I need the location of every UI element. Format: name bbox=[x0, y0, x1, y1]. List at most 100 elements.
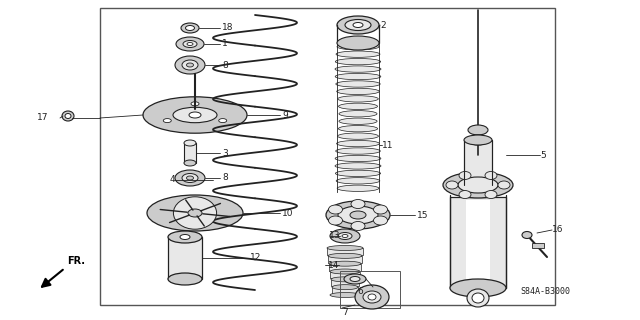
Ellipse shape bbox=[184, 140, 196, 146]
Text: 1: 1 bbox=[222, 39, 228, 49]
Ellipse shape bbox=[344, 274, 366, 284]
Ellipse shape bbox=[363, 291, 381, 303]
Text: 5: 5 bbox=[540, 150, 546, 159]
Ellipse shape bbox=[65, 114, 71, 118]
Text: 4: 4 bbox=[170, 175, 175, 185]
Ellipse shape bbox=[328, 253, 362, 258]
Ellipse shape bbox=[176, 37, 204, 51]
Text: 14: 14 bbox=[328, 260, 339, 269]
Bar bbox=[332, 287, 358, 294]
Ellipse shape bbox=[337, 185, 379, 191]
Ellipse shape bbox=[350, 276, 360, 282]
Ellipse shape bbox=[181, 23, 199, 33]
Ellipse shape bbox=[143, 97, 247, 133]
Text: 3: 3 bbox=[222, 148, 228, 157]
Ellipse shape bbox=[336, 178, 380, 184]
Ellipse shape bbox=[328, 205, 342, 214]
Ellipse shape bbox=[329, 261, 361, 266]
Ellipse shape bbox=[468, 135, 488, 145]
Ellipse shape bbox=[459, 190, 471, 198]
Ellipse shape bbox=[168, 273, 202, 285]
Ellipse shape bbox=[336, 148, 380, 154]
Text: 18: 18 bbox=[222, 23, 234, 33]
Text: 10: 10 bbox=[282, 209, 294, 218]
Ellipse shape bbox=[335, 155, 381, 162]
Text: 6: 6 bbox=[357, 287, 363, 296]
Ellipse shape bbox=[173, 107, 217, 123]
Ellipse shape bbox=[62, 111, 74, 121]
Ellipse shape bbox=[335, 170, 381, 177]
Ellipse shape bbox=[187, 43, 193, 45]
Ellipse shape bbox=[175, 56, 205, 74]
Ellipse shape bbox=[335, 59, 381, 65]
Ellipse shape bbox=[163, 119, 172, 123]
Bar bbox=[330, 271, 360, 278]
Ellipse shape bbox=[351, 221, 365, 230]
Ellipse shape bbox=[468, 125, 488, 135]
Ellipse shape bbox=[498, 181, 510, 189]
Bar bbox=[450, 197, 506, 288]
Ellipse shape bbox=[328, 216, 342, 225]
Ellipse shape bbox=[330, 292, 360, 298]
Bar bbox=[328, 256, 362, 263]
Bar bbox=[331, 279, 359, 286]
Ellipse shape bbox=[182, 173, 198, 182]
Ellipse shape bbox=[339, 111, 377, 117]
Ellipse shape bbox=[522, 231, 532, 238]
Ellipse shape bbox=[147, 195, 243, 231]
Ellipse shape bbox=[219, 119, 227, 123]
Ellipse shape bbox=[446, 181, 458, 189]
Ellipse shape bbox=[339, 118, 377, 124]
Bar bbox=[168, 237, 202, 279]
Ellipse shape bbox=[337, 140, 380, 147]
Ellipse shape bbox=[183, 41, 197, 47]
Bar bbox=[466, 200, 490, 283]
Text: 13: 13 bbox=[328, 231, 340, 241]
Bar bbox=[464, 140, 492, 185]
Ellipse shape bbox=[467, 289, 489, 307]
Ellipse shape bbox=[368, 294, 376, 300]
Bar bbox=[327, 248, 363, 255]
Ellipse shape bbox=[189, 112, 201, 118]
Text: 7: 7 bbox=[342, 308, 348, 317]
Bar bbox=[340, 271, 400, 308]
Ellipse shape bbox=[173, 197, 216, 229]
Ellipse shape bbox=[342, 235, 348, 237]
Ellipse shape bbox=[345, 20, 371, 30]
Ellipse shape bbox=[338, 233, 352, 239]
Ellipse shape bbox=[485, 172, 497, 180]
Text: 9: 9 bbox=[282, 110, 288, 119]
Ellipse shape bbox=[168, 231, 202, 243]
Ellipse shape bbox=[464, 135, 492, 145]
Bar bbox=[100, 8, 555, 305]
Ellipse shape bbox=[459, 172, 471, 180]
Ellipse shape bbox=[180, 235, 190, 239]
Ellipse shape bbox=[336, 81, 380, 87]
Ellipse shape bbox=[337, 133, 378, 139]
Ellipse shape bbox=[338, 206, 378, 224]
Bar bbox=[184, 143, 196, 163]
Ellipse shape bbox=[339, 125, 378, 132]
Ellipse shape bbox=[458, 177, 498, 193]
Text: S84A-B3000: S84A-B3000 bbox=[520, 287, 570, 297]
Ellipse shape bbox=[186, 63, 193, 67]
Bar bbox=[532, 243, 544, 248]
Text: 2: 2 bbox=[380, 20, 386, 29]
Ellipse shape bbox=[374, 216, 387, 225]
Ellipse shape bbox=[472, 293, 484, 303]
Ellipse shape bbox=[355, 285, 389, 309]
Ellipse shape bbox=[331, 277, 359, 282]
Text: 17: 17 bbox=[36, 114, 48, 123]
Ellipse shape bbox=[338, 96, 378, 102]
Ellipse shape bbox=[336, 51, 380, 57]
Text: FR.: FR. bbox=[67, 256, 85, 266]
Text: 11: 11 bbox=[382, 140, 394, 149]
Ellipse shape bbox=[330, 229, 360, 243]
Ellipse shape bbox=[339, 103, 378, 109]
Ellipse shape bbox=[186, 26, 195, 30]
Ellipse shape bbox=[337, 44, 379, 50]
Bar bbox=[329, 264, 361, 271]
Text: 12: 12 bbox=[250, 253, 261, 262]
Ellipse shape bbox=[184, 160, 196, 166]
Ellipse shape bbox=[335, 66, 381, 72]
